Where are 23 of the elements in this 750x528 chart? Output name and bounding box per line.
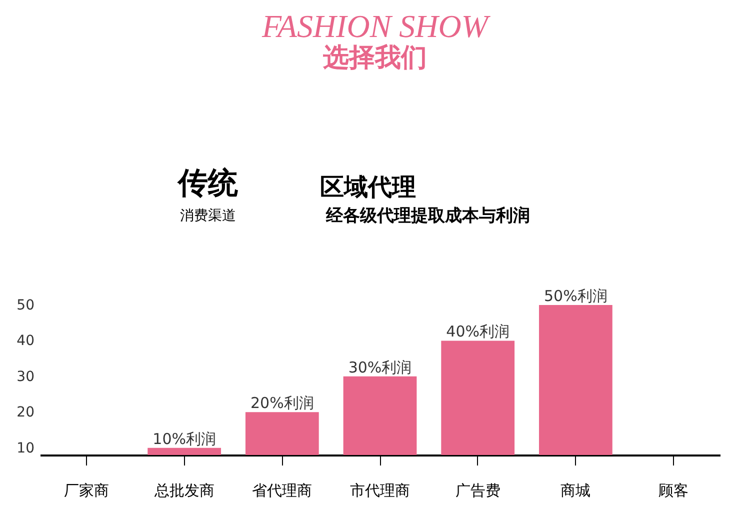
x-tick-label: 顾客 [658,482,689,500]
data-label: 40%利润 [446,322,510,341]
x-tick-label: 广告费 [455,482,500,500]
text: 消费渠道 [180,208,236,224]
data-label: 20%利润 [250,394,314,412]
y-tick-label: 40 [16,333,34,350]
x-tick-label: 商城 [560,482,591,500]
x-tick-label: 厂家商 [64,482,109,500]
y-tick-label: 30 [16,368,34,385]
text: 选择我们 [322,43,427,73]
x-tick-label: 总批发商 [153,482,214,500]
text: FASHION SHOW [260,8,492,44]
chart-title: 区域代理 [320,173,416,201]
y-tick-label: 10 [16,440,34,456]
data-label: 50%利润 [544,287,608,305]
y-tick-label: 50 [16,298,34,314]
chart-subtitle: 经各级代理提取成本与利润 [325,206,530,226]
text: 传统 [177,166,239,201]
x-tick-label: 市代理商 [350,482,410,500]
data-label: 30%利润 [348,358,412,376]
y-tick-label: 20 [16,404,34,421]
data-label: 10%利润 [152,430,216,448]
x-tick-label: 省代理商 [252,482,312,500]
